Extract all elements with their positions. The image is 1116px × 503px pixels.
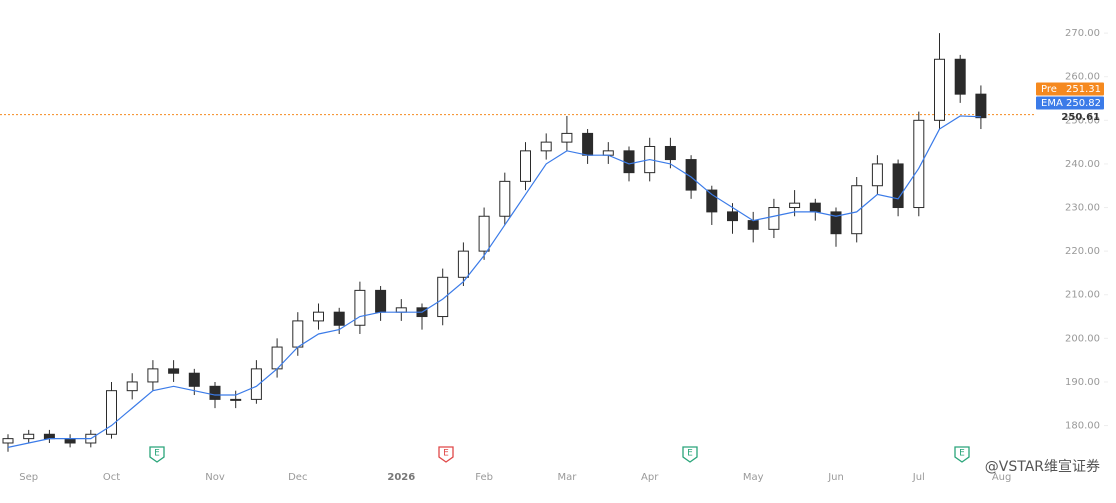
ema-line	[7, 115, 981, 448]
candle-body	[64, 438, 76, 444]
earnings-badge: E	[682, 446, 698, 463]
candle-body	[851, 185, 863, 235]
earnings-badges: E E E E	[149, 446, 970, 463]
candle-body	[934, 58, 945, 121]
earnings-badge: E	[149, 446, 165, 463]
candle-body	[582, 132, 594, 156]
candle-body	[333, 311, 345, 326]
candle-body	[313, 311, 324, 322]
candle-body	[168, 368, 180, 374]
svg-text:E: E	[959, 449, 965, 459]
candle-body	[913, 119, 925, 209]
y-tick-label: 190.00	[1065, 377, 1100, 388]
x-tick-label: Mar	[557, 472, 577, 483]
candle-body	[540, 141, 552, 152]
candle-body	[871, 163, 883, 187]
candle-body	[499, 180, 511, 217]
candle-body	[209, 385, 221, 400]
candle-body	[126, 381, 138, 392]
candle-body	[685, 159, 697, 191]
y-tick-label: 230.00	[1065, 203, 1100, 214]
candle-body	[147, 368, 159, 383]
x-tick-label: Aug	[992, 472, 1012, 483]
candle-body	[395, 307, 407, 313]
price-tag	[1036, 82, 1104, 96]
svg-text:E: E	[443, 449, 449, 459]
y-tick-label: 260.00	[1065, 72, 1100, 83]
candle-body	[230, 398, 242, 401]
x-tick-label: May	[743, 472, 764, 483]
x-tick-label: Jun	[827, 472, 844, 483]
candle-body	[602, 150, 614, 156]
y-tick-label: 250.00	[1065, 115, 1100, 126]
y-tick-label: 220.00	[1065, 246, 1100, 257]
earnings-badge: E	[954, 446, 970, 463]
svg-text:E: E	[154, 449, 160, 459]
x-tick-label: Sep	[19, 472, 38, 483]
candle-body	[975, 93, 987, 119]
x-tick-label: Dec	[288, 472, 307, 483]
candle-body	[892, 163, 904, 209]
candle-body	[520, 150, 531, 182]
candle-body	[747, 220, 759, 230]
candle-body	[188, 372, 200, 387]
x-tick-label: Apr	[641, 472, 659, 483]
candle-body	[561, 132, 573, 143]
price-tag-value: 250.82	[1066, 98, 1101, 109]
y-tick-label: 270.00	[1065, 28, 1100, 39]
y-tick-label: 240.00	[1065, 159, 1100, 170]
price-tag-name: Pre	[1041, 84, 1057, 95]
candle-body	[437, 276, 449, 318]
candle-body	[727, 211, 738, 222]
candle-body	[43, 433, 55, 440]
candle-body	[354, 289, 366, 326]
x-tick-label: Oct	[103, 472, 120, 483]
earnings-badge: E	[438, 446, 454, 463]
x-tick-label: Jul	[912, 472, 925, 483]
candle-body	[954, 58, 966, 95]
last-price: 250.61	[1061, 112, 1100, 123]
candle-body	[457, 250, 469, 278]
y-tick-label: 200.00	[1065, 333, 1100, 344]
price-tag	[1036, 96, 1104, 110]
watermark: @VSTAR维宣证券	[985, 459, 1100, 475]
x-tick-label: Feb	[475, 472, 493, 483]
y-tick-label: 180.00	[1065, 421, 1100, 432]
candle-body	[106, 390, 117, 435]
candle-body	[292, 320, 304, 348]
candle-body	[23, 433, 35, 440]
svg-text:E: E	[687, 449, 693, 459]
candle-body	[706, 189, 718, 213]
candle-body	[789, 202, 801, 209]
candle-body	[809, 202, 821, 213]
candle-body	[478, 215, 490, 252]
x-tick-label: 2026	[387, 472, 415, 483]
x-tick-label: Nov	[205, 472, 225, 483]
candle-body	[623, 150, 635, 174]
candle-body	[375, 289, 387, 313]
price-tag-value: 251.31	[1066, 84, 1101, 95]
candle-body	[250, 368, 262, 400]
candle-body	[768, 207, 780, 230]
y-tick-label: 210.00	[1065, 290, 1100, 301]
price-tag-name: EMA	[1041, 98, 1063, 109]
candle-body	[664, 145, 676, 161]
candle-body	[830, 211, 842, 235]
candle-body	[2, 438, 14, 444]
